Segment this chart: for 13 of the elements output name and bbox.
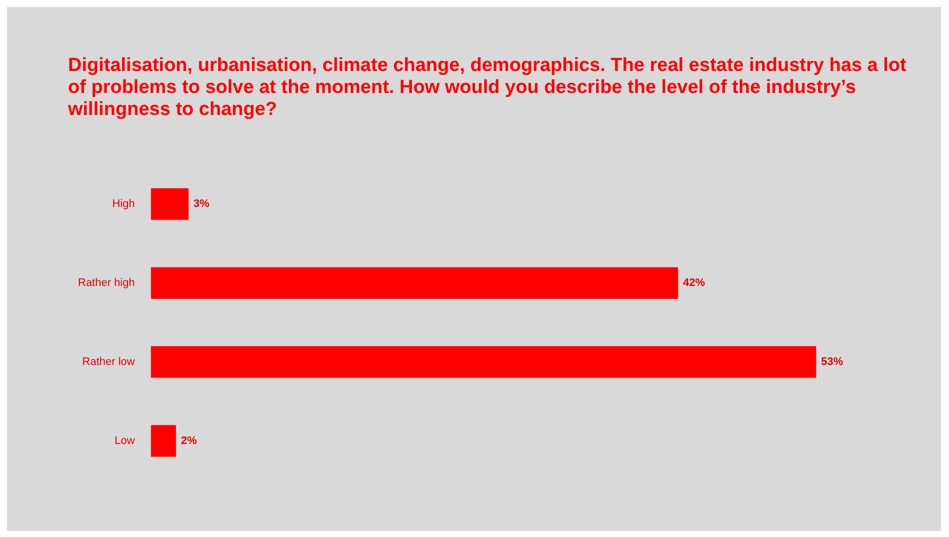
y-tick-label: Rather low bbox=[82, 356, 135, 368]
bar bbox=[150, 425, 176, 457]
bar bbox=[150, 346, 816, 378]
y-tick-label: Rather high bbox=[78, 277, 135, 290]
data-label: 53% bbox=[821, 356, 844, 368]
data-label: 2% bbox=[180, 434, 198, 447]
bar bbox=[150, 188, 189, 220]
data-label: 3% bbox=[194, 198, 210, 210]
bar bbox=[150, 267, 678, 299]
chart-title: Digitalisation, urbanisation, climate change, demographics. The real estate industry has a lot of problems to solve at the moment. How would you describe the level of the industry’s willingness to change? bbox=[68, 55, 908, 121]
y-tick-label: Low bbox=[114, 434, 135, 447]
data-label: 42% bbox=[683, 277, 706, 290]
y-tick-label: High bbox=[112, 198, 135, 210]
